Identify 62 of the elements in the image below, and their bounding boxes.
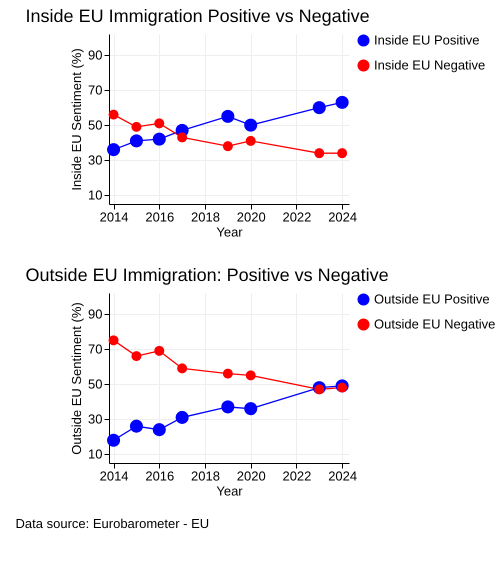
point bbox=[107, 143, 120, 156]
point bbox=[314, 384, 324, 394]
x-tick-label: 2014 bbox=[100, 468, 129, 484]
y-tick-label: 90 bbox=[88, 306, 102, 322]
point bbox=[337, 148, 348, 158]
point bbox=[244, 118, 258, 132]
y-axis-title: Inside EU Sentiment (%) bbox=[69, 48, 84, 191]
y-axis-title: Outside EU Sentiment (%) bbox=[69, 302, 84, 455]
point bbox=[221, 400, 234, 414]
y-tick-label: 50 bbox=[88, 376, 102, 392]
x-tick-label: 2024 bbox=[328, 468, 358, 484]
point bbox=[154, 118, 164, 128]
point bbox=[337, 382, 348, 393]
chart-title: Inside EU Immigration Positive vs Negative bbox=[26, 6, 370, 26]
point bbox=[108, 335, 119, 346]
point bbox=[177, 132, 188, 142]
x-tick-label: 2018 bbox=[191, 210, 220, 224]
chart-title: Outside EU Immigration: Positive vs Negative bbox=[26, 265, 389, 285]
point bbox=[131, 351, 142, 362]
legend-label: Outside EU Positive bbox=[374, 292, 490, 306]
point bbox=[312, 101, 326, 114]
y-tick-label: 30 bbox=[88, 152, 102, 168]
point bbox=[246, 136, 256, 146]
point bbox=[108, 110, 119, 120]
point bbox=[244, 402, 258, 416]
x-tick-label: 2014 bbox=[100, 210, 129, 224]
point bbox=[246, 370, 256, 380]
point bbox=[130, 134, 143, 148]
y-tick-label: 70 bbox=[88, 342, 102, 357]
y-tick-label: 30 bbox=[88, 412, 102, 427]
point bbox=[222, 141, 233, 152]
y-tick-label: 10 bbox=[88, 446, 102, 462]
x-tick-label: 2018 bbox=[191, 468, 220, 484]
point bbox=[130, 420, 143, 433]
point bbox=[336, 96, 349, 109]
point bbox=[176, 410, 189, 424]
x-tick-label: 2020 bbox=[236, 210, 266, 224]
legend-label: Inside EU Positive bbox=[374, 32, 480, 48]
y-tick-label: 70 bbox=[88, 82, 102, 98]
y-tick-label: 90 bbox=[88, 48, 102, 63]
x-tick-label: 2020 bbox=[236, 468, 266, 484]
x-tick-label: 2022 bbox=[282, 210, 312, 224]
y-tick-label: 50 bbox=[88, 118, 102, 133]
point bbox=[222, 368, 233, 379]
point bbox=[154, 346, 164, 356]
legend-label: Outside EU Negative bbox=[374, 316, 496, 332]
x-axis-title: Year bbox=[216, 484, 244, 498]
x-tick-label: 2016 bbox=[145, 210, 174, 224]
x-tick-label: 2016 bbox=[145, 468, 174, 484]
point bbox=[177, 363, 188, 374]
source-note: Data source: Eurobarometer - EU bbox=[16, 516, 210, 531]
point bbox=[152, 423, 166, 436]
point bbox=[152, 132, 166, 146]
point bbox=[314, 148, 324, 158]
x-axis-title: Year bbox=[216, 224, 244, 240]
point bbox=[221, 110, 234, 123]
y-tick-label: 10 bbox=[88, 188, 102, 203]
point bbox=[131, 122, 142, 132]
legend-label: Inside EU Negative bbox=[374, 58, 486, 72]
point bbox=[107, 434, 120, 447]
x-tick-label: 2024 bbox=[328, 210, 358, 224]
x-tick-label: 2022 bbox=[282, 468, 312, 484]
